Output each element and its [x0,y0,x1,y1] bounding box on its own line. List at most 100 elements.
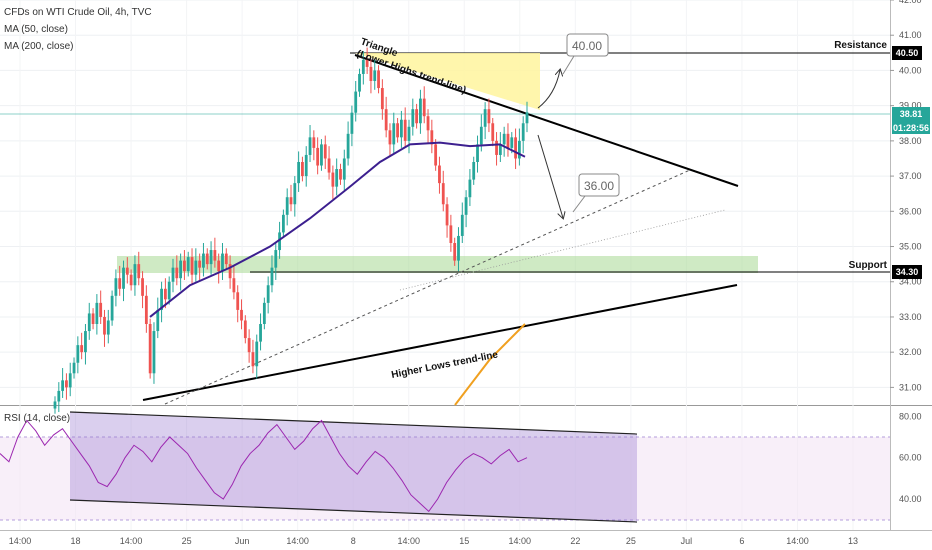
support-price-value: 34.30 [896,267,919,277]
candle-body [320,144,323,166]
candle-body [331,172,335,187]
candle-body [213,250,217,261]
candle-body [301,162,304,177]
candle-body [316,147,320,166]
price-tick-label: 31.00 [899,382,922,392]
candle-body [114,278,118,296]
candle-body [369,66,373,81]
candle-body [388,130,392,145]
ma50-line [149,141,526,318]
candle-body [495,140,498,155]
candle-body [194,260,198,275]
support-zone [117,256,758,273]
candle-body [342,158,346,180]
candle-body [99,302,103,317]
price-tick-label: 36.00 [899,206,922,216]
candle-body [293,183,297,205]
price-tick-label: 32.00 [899,347,922,357]
candle-body [125,267,129,275]
candle-body [434,144,438,166]
candle-body [346,133,350,159]
candle-body [205,253,209,265]
candle-body [129,274,133,286]
current-price-tag: 38.81 01:28:56 [892,107,930,134]
candle-body [217,260,221,272]
target-down-callout[interactable]: 36.00 [572,173,620,213]
candle-body [514,137,517,159]
candle-body [259,324,262,342]
candle-body [460,214,464,236]
candle-body [517,140,521,159]
candle-body [163,288,167,300]
candle-body [183,260,186,272]
candle-body [152,331,156,374]
target-up-callout[interactable]: 40.00 [562,33,609,75]
time-tick-label: 15 [459,536,469,546]
candle-body [358,73,361,92]
candle-body [232,278,236,293]
candle-body [65,380,68,388]
target-down-label: 36.00 [584,179,614,193]
candle-body [354,91,358,113]
candle-body [498,144,502,155]
resistance-price-tag: 40.50 [892,46,922,60]
price-tick-label: 42.00 [899,0,922,5]
candle-body [438,165,441,184]
candle-body [476,144,479,162]
candle-body [221,253,224,272]
triangle-highlight [355,53,540,110]
rsi-axis[interactable]: 40.00 60.00 80.00 [899,411,922,504]
candle-body [68,373,72,388]
candle-body [91,313,95,324]
candle-body [525,112,529,124]
candle-body [186,257,190,272]
candle-body [266,285,270,303]
candle-body [160,288,163,310]
candle-body [399,119,403,138]
candle-body [274,250,278,268]
candle-body [251,352,255,367]
candle-body [281,214,285,233]
current-price-value: 38.81 [900,109,923,119]
candle-body [103,316,106,335]
lower-highs-trendline [354,54,739,187]
candle-body [502,133,506,145]
candle-body [240,309,243,321]
price-tick-label: 39.00 [899,101,922,111]
candle-body [262,302,266,324]
candle-body [137,264,141,279]
candle-body [106,320,110,335]
time-tick-label: 14:00 [509,536,532,546]
candle-body [202,253,205,268]
time-tick-label: 14:00 [786,536,809,546]
candle-body [255,341,259,367]
ma50-legend[interactable]: MA (50, close) [4,24,68,35]
price-tick-label: 37.00 [899,171,922,181]
countdown-value: 01:28:56 [893,123,929,133]
time-tick-label: 18 [71,536,81,546]
candle-body [209,250,213,265]
time-axis[interactable]: 14:00 18 14:00 25 Jun 14:00 8 14:00 15 14:00 22 25 J… [9,536,858,546]
candle-body [339,169,342,180]
time-tick-label: 25 [626,536,636,546]
rsi-band-background [0,437,890,520]
resistance-annotation: Resistance [834,40,887,51]
ma200-legend[interactable]: MA (200, close) [4,41,74,52]
candle-body [110,295,114,321]
rsi-legend[interactable]: RSI (14, close) [4,413,71,424]
candle-body [377,70,380,89]
time-tick-label: Jul [681,536,693,546]
support-price-tag: 34.30 [892,265,922,279]
candle-body [141,278,144,296]
chart-title[interactable]: CFDs on WTI Crude Oil, 4h, TVC [4,7,152,18]
candle-body [57,390,61,402]
candle-body [445,204,449,226]
up-projection-arrow [537,70,560,109]
price-axis[interactable]: 31.00 32.00 33.00 34.00 35.00 36.00 37.00 38.00… [890,0,922,392]
candle-body [247,338,251,353]
candle-body [350,112,354,134]
candle-body [278,232,281,251]
candle-body [289,197,293,205]
candle-body [392,123,396,145]
